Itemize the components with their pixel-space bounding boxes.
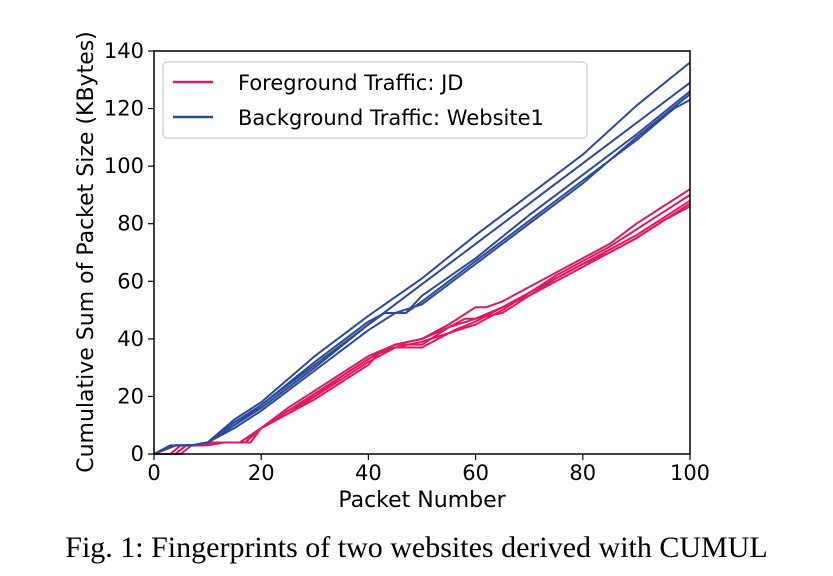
- figure-caption: Fig. 1: Fingerprints of two websites der…: [65, 531, 768, 564]
- foreground-trace-2: [154, 202, 691, 455]
- plot-frame: [153, 50, 691, 455]
- x-axis-title: Packet Number: [338, 488, 506, 513]
- y-tick-label: 60: [117, 269, 144, 293]
- x-tick-label: 0: [147, 461, 160, 485]
- legend-label-foreground: Foreground Traffic: JD: [238, 71, 463, 95]
- background-trace-9: [153, 99, 691, 455]
- axis-ticks: 0 20 40 60 80 100 0 20 40 60 80 100 120 140: [104, 39, 710, 485]
- chart: Cumulative Sum of Packet Size (KBytes) P…: [74, 31, 710, 513]
- x-tick-label: 100: [670, 461, 710, 485]
- background-trace-8: [153, 90, 691, 455]
- x-tick-label: 40: [355, 461, 382, 485]
- foreground-trace-4: [154, 194, 691, 455]
- x-tick-label: 80: [569, 461, 596, 485]
- y-tick-label: 140: [104, 39, 144, 63]
- y-tick-label: 120: [104, 97, 144, 121]
- y-axis-title: Cumulative Sum of Packet Size (KBytes): [74, 31, 99, 473]
- background-trace-10: [153, 93, 691, 455]
- x-tick-label: 20: [248, 461, 275, 485]
- series-lines: [153, 61, 691, 455]
- legend-label-background: Background Traffic: Website1: [238, 106, 544, 130]
- foreground-trace-5: [154, 188, 691, 455]
- legend-box: [162, 61, 588, 139]
- foreground-trace-3: [154, 199, 691, 455]
- y-tick-label: 0: [131, 442, 144, 466]
- y-tick-label: 80: [117, 212, 144, 236]
- x-tick-label: 60: [462, 461, 489, 485]
- y-tick-label: 40: [117, 327, 144, 351]
- y-tick-label: 100: [104, 154, 144, 178]
- y-tick-label: 20: [117, 384, 144, 408]
- legend: Foreground Traffic: JD Background Traffi…: [162, 61, 588, 139]
